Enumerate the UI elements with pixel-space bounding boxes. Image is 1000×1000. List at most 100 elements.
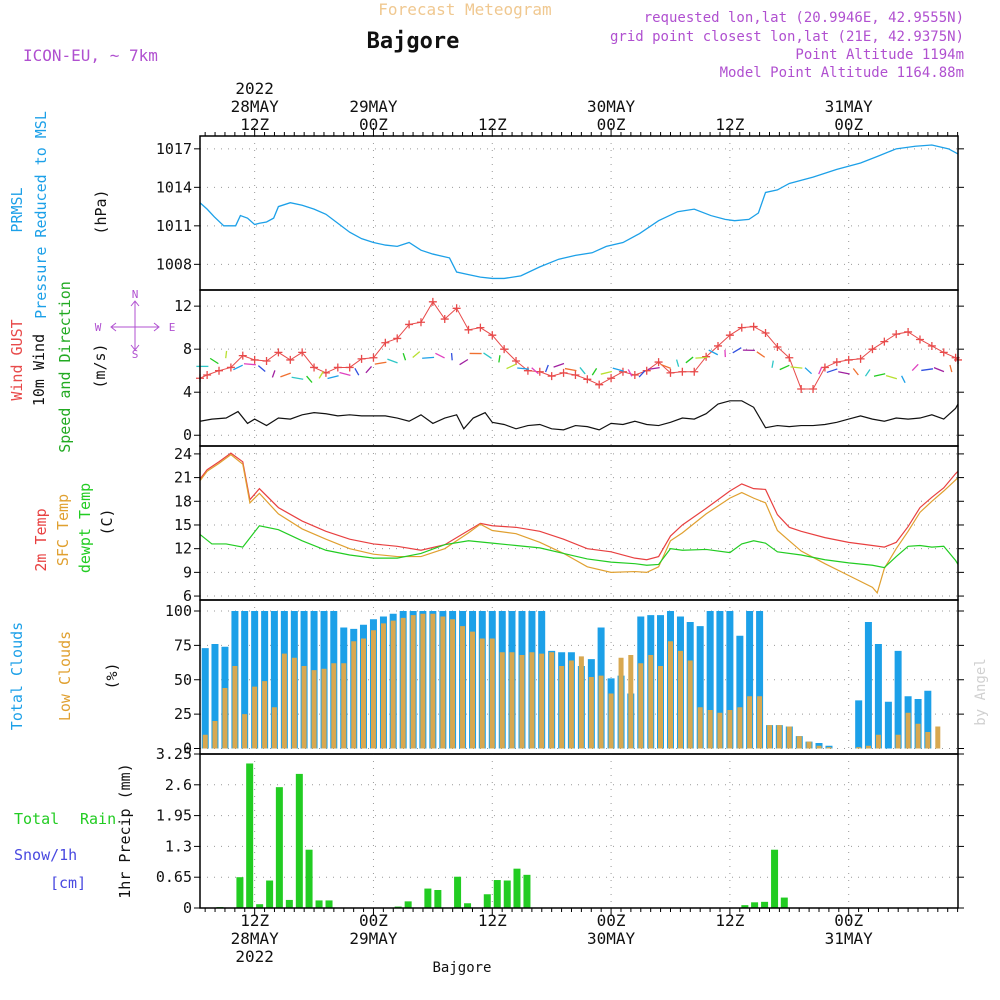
gust-marker [357,354,366,363]
y-tick-label: 21 [174,469,192,487]
gust-marker [345,363,354,372]
gust-marker [737,323,746,332]
low-cloud-bar [539,653,545,749]
gust-marker [927,341,936,350]
y-tick-label: 50 [174,671,192,689]
gust-marker [761,329,770,338]
wind-arrow [327,375,339,380]
wind-unit: (m/s) [91,343,109,388]
low-cloud-bar [400,617,406,749]
y-tick-label: 0 [183,740,192,758]
gust-marker [785,353,794,362]
y-tick-label: 18 [174,492,192,510]
precip-unit: 1hr Precip (mm) [116,763,134,898]
time-label-top: 2022 [235,79,274,98]
snow-label: Snow/1h [14,846,77,864]
wind-arrow [564,367,577,372]
cm-label: [cm] [50,874,86,892]
low-cloud-bar [658,666,664,749]
low-cloud-bar [806,741,812,749]
wind-arrow [818,366,823,375]
low-cloud-bar [281,653,287,749]
total-cloud-bar [716,611,724,749]
time-label-bottom: 28MAY [231,929,280,948]
panel-frame [199,753,959,909]
low-cloud-bar [341,663,347,749]
low-cloud-bar [935,726,941,749]
time-label-bottom: 31MAY [825,929,874,948]
gust-marker [809,384,818,393]
total-cloud-bar [706,611,714,749]
wind-arrow [647,367,660,371]
grid-point-lonlat: grid point closest lon,lat (21E, 42.9375… [610,29,964,45]
rain-label: Rain [80,810,116,828]
panel-4: 0 0.65 1.3 1.95 2.6 3.25 [156,745,964,917]
rain-bar [761,901,769,908]
time-label-top: 00Z [359,115,388,134]
low-cloud-bar [202,734,208,749]
wind-arrow [949,364,953,373]
low-cloud-bar [242,714,248,749]
wind-arrow [402,352,407,361]
low-cloud-bar [529,652,535,749]
y-tick-label: 1008 [156,255,192,273]
dewpt-label: dewpt Temp [76,483,94,573]
low-cloud-bar [489,638,495,749]
gust-line [199,300,959,390]
time-label-top: 28MAY [231,97,280,116]
low-cloud-bar [212,721,218,749]
gust-marker [915,335,924,344]
gust-marker [274,348,283,357]
time-label-bottom: 2022 [235,947,274,966]
total-cloud-bar [855,700,863,749]
panel-1: 0 4 8 12 [174,289,964,447]
gust-marker [405,320,414,329]
wind-arrow [387,358,398,364]
wind-arrow [804,367,813,375]
wind-arrow [885,374,898,380]
gust-marker [298,348,307,357]
wind-arrow [756,351,766,358]
low-cloud-bar [588,677,594,749]
gust-marker [203,370,212,379]
dewpt-line [199,525,959,569]
total-cloud-bar [696,626,704,749]
low-cloud-bar [568,660,574,749]
wind-arrow [790,366,803,369]
wind-arrow [660,363,671,369]
y-tick-label: 6 [183,587,192,605]
wind-arrow [600,370,613,375]
low-cloud-bar [252,686,258,749]
low-cloud-bar [667,641,673,749]
time-label-top: 12Z [715,115,744,134]
gust-marker [226,363,235,372]
y-tick-label: 1011 [156,217,192,235]
rain-bar [285,899,293,908]
plot-area: 1008101110141017048126912151821240255075… [156,79,964,966]
gust-marker [856,354,865,363]
time-label-top: 31MAY [825,97,874,116]
wind-arrow [911,363,919,372]
low-cloud-bar [519,655,525,749]
sfc-temp-line [199,453,959,595]
y-tick-label: 25 [174,705,192,723]
total-cloud-bar [726,611,734,749]
rain-bar [305,849,313,908]
gust-marker [333,363,342,372]
pressure-label-a: PRMSL [8,187,26,232]
low-cloud-bar [925,732,931,749]
wind-arrow [365,366,373,374]
wind-arrow [412,351,421,358]
panel-0: 1008 1011 1014 1017 [156,135,964,291]
gust-marker [880,337,889,346]
pressure-unit: (hPa) [92,189,110,234]
time-label-top: 12Z [240,115,269,134]
low-cloud-bar [232,666,238,749]
total-cloud-bar [261,611,269,749]
low-cloud-bar [747,696,753,749]
gust-marker [547,372,556,381]
y-tick-label: 1.3 [165,837,192,855]
wind-arrow [318,371,324,379]
low-cloud-bar [727,710,733,749]
